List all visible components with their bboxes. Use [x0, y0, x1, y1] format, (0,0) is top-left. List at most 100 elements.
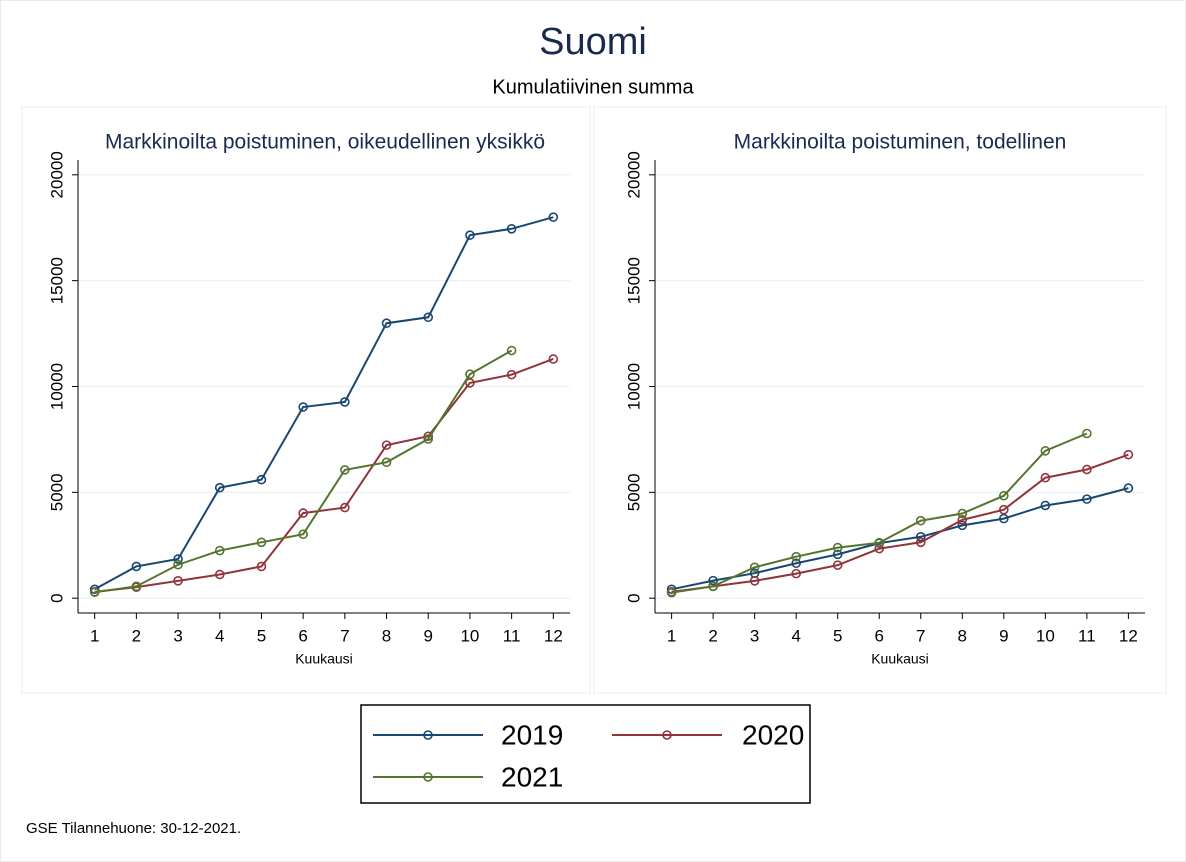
marker: [791, 568, 801, 579]
panel: [21, 106, 591, 694]
marker: [423, 312, 434, 323]
marker: [999, 490, 1009, 501]
marker: [214, 569, 225, 580]
x-tick-label: 9: [424, 626, 433, 645]
x-tick-label: 7: [340, 626, 349, 645]
y-tick-label: 10000: [47, 363, 66, 410]
x-tick-label: 8: [958, 626, 967, 645]
marker: [791, 558, 801, 569]
y-tick-label: 15000: [624, 257, 643, 304]
marker: [1040, 446, 1051, 456]
marker: [915, 531, 926, 542]
marker: [1082, 428, 1092, 439]
legend-marker: [423, 730, 433, 740]
y-tick-label: 0: [47, 593, 66, 602]
x-tick-label: 6: [875, 626, 884, 645]
x-tick-label: 9: [999, 626, 1008, 645]
y-tick-label: 15000: [47, 257, 66, 304]
title: Suomi: [539, 21, 647, 63]
marker: [89, 587, 100, 598]
marker: [214, 482, 225, 493]
y-tick-label: 20000: [624, 151, 643, 198]
marker: [874, 543, 885, 554]
marker: [749, 562, 760, 573]
marker: [131, 561, 142, 572]
x-tick-label: 3: [750, 626, 759, 645]
marker: [832, 560, 843, 570]
marker: [381, 318, 392, 329]
y-tick-label: 10000: [624, 363, 643, 410]
marker: [256, 474, 267, 485]
marker: [381, 440, 392, 450]
marker: [791, 551, 801, 562]
marker: [423, 431, 434, 442]
x-axis-label: Kuukausi: [871, 651, 929, 667]
legend-label: 2019: [501, 719, 563, 750]
x-tick-label: 8: [382, 626, 391, 645]
marker: [915, 537, 926, 548]
x-tick-label: 12: [1119, 626, 1138, 645]
marker: [749, 576, 760, 586]
marker: [708, 575, 718, 586]
marker: [548, 354, 559, 364]
legend-label: 2020: [742, 719, 804, 750]
marker: [957, 515, 968, 525]
x-tick-label: 11: [1078, 626, 1096, 645]
marker: [340, 397, 350, 407]
marker: [548, 212, 559, 222]
subtitle: Kumulatiivinen summa: [492, 76, 694, 98]
marker: [832, 549, 843, 560]
series-line: [671, 432, 1088, 594]
marker: [832, 542, 843, 553]
panel-title: Markkinoilta poistuminen, oikeudellinen …: [105, 131, 545, 154]
x-tick-label: 2: [132, 626, 141, 645]
marker: [1040, 472, 1051, 483]
marker: [173, 576, 183, 586]
x-tick-label: 2: [708, 626, 717, 645]
marker: [915, 515, 926, 526]
legend-label: 2021: [501, 761, 563, 792]
marker: [298, 529, 308, 540]
marker: [131, 581, 142, 592]
x-tick-label: 4: [791, 626, 800, 645]
x-tick-label: 11: [503, 626, 521, 645]
x-tick-label: 6: [298, 626, 307, 645]
y-tick-label: 0: [624, 593, 643, 602]
legend-marker: [423, 772, 433, 782]
marker: [465, 369, 475, 380]
series-line: [671, 453, 1129, 593]
marker: [465, 230, 475, 240]
marker: [666, 587, 677, 598]
marker: [298, 508, 308, 518]
x-tick-label: 5: [833, 626, 842, 645]
marker: [506, 223, 517, 234]
y-tick-label: 20000: [47, 151, 66, 198]
marker: [999, 504, 1009, 515]
marker: [340, 502, 350, 513]
series-line: [671, 487, 1129, 591]
marker: [506, 369, 517, 380]
marker: [340, 465, 350, 475]
marker: [999, 513, 1009, 524]
note: GSE Tilannehuone: 30-12-2021.: [26, 820, 241, 837]
x-tick-label: 10: [460, 626, 479, 645]
marker: [1123, 449, 1134, 460]
marker: [298, 402, 308, 412]
marker: [214, 545, 225, 556]
series-line: [94, 216, 554, 591]
x-tick-label: 12: [544, 626, 563, 645]
marker: [173, 559, 183, 570]
marker: [957, 520, 968, 531]
panel-title: Markkinoilta poistuminen, todellinen: [734, 131, 1067, 154]
marker: [423, 434, 434, 444]
marker: [1082, 464, 1092, 475]
marker: [256, 537, 267, 548]
marker: [381, 457, 392, 468]
x-tick-label: 3: [173, 626, 182, 645]
x-tick-label: 1: [667, 626, 676, 645]
marker: [173, 554, 183, 564]
marker: [256, 561, 267, 572]
y-tick-label: 5000: [624, 473, 643, 511]
y-tick-label: 5000: [47, 473, 66, 511]
